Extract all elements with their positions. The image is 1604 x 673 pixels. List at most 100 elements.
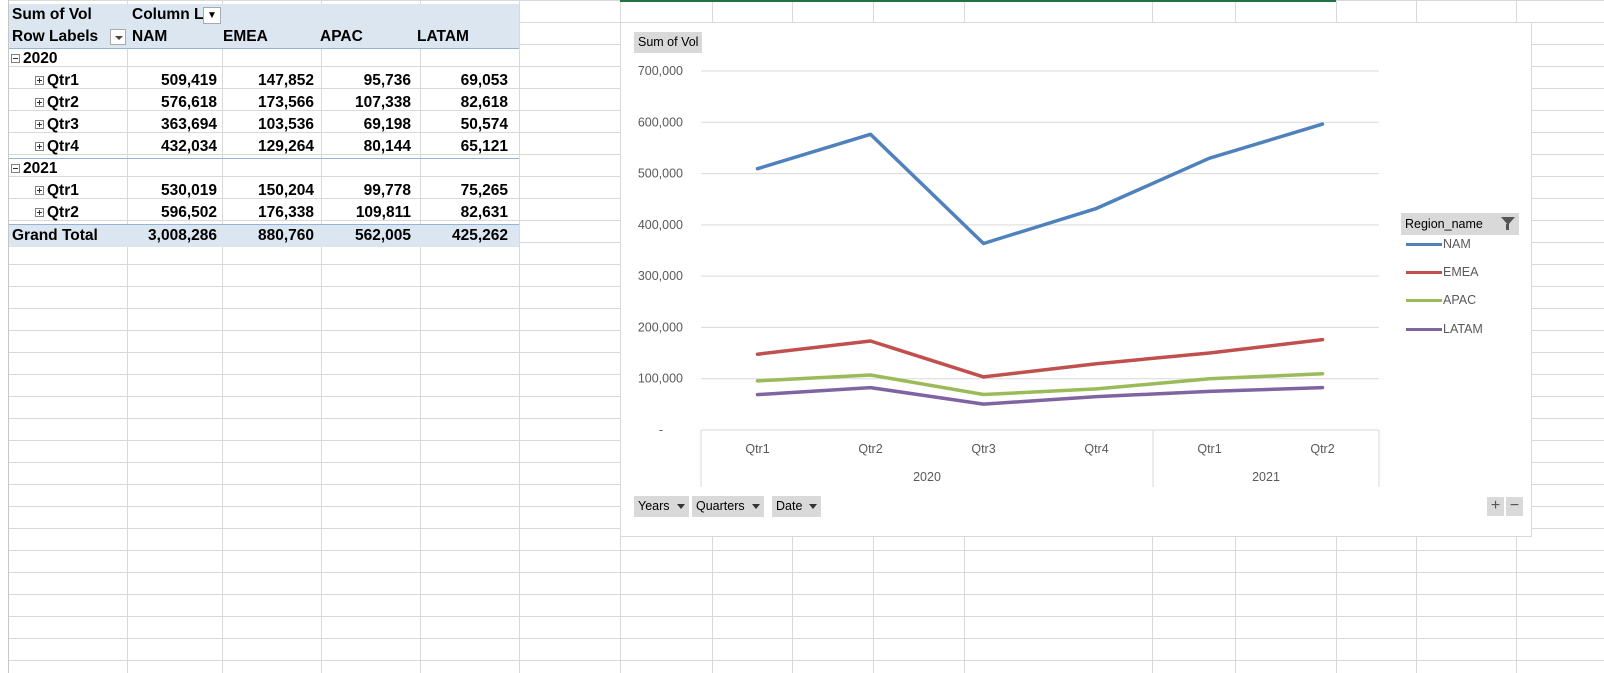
expand-icon[interactable]: [35, 142, 44, 151]
series-line-nam: [755, 122, 1325, 246]
value-cell[interactable]: 75,265: [460, 182, 508, 199]
series-line-emea: [755, 337, 1325, 379]
value-cell[interactable]: 109,811: [355, 204, 411, 221]
date-field-button[interactable]: Date: [772, 496, 822, 517]
col-header-apac[interactable]: APAC: [320, 28, 363, 45]
legend-label: EMEA: [1443, 265, 1479, 279]
legend-field-button[interactable]: Region_name: [1401, 213, 1519, 235]
grid-column-line: [222, 0, 223, 673]
y-tick-label: -: [659, 423, 663, 437]
column-labels-header[interactable]: Column L: [132, 6, 204, 23]
value-cell[interactable]: 80,144: [363, 138, 411, 155]
grand-total-row: Grand Total 3,008,286 880,760 562,005 42…: [9, 224, 519, 247]
grand-total-apac[interactable]: 562,005: [354, 227, 411, 244]
value-cell[interactable]: 363,694: [160, 116, 217, 133]
grand-total-label[interactable]: Grand Total: [12, 227, 98, 244]
value-cell[interactable]: 107,338: [354, 94, 411, 111]
y-tick-label: 400,000: [638, 218, 683, 232]
value-cell[interactable]: 432,034: [160, 138, 217, 155]
x-tick-label: Qtr1: [745, 442, 769, 456]
expand-icon[interactable]: [35, 76, 44, 85]
value-cell[interactable]: 99,778: [363, 182, 411, 199]
legend-title-label: Region_name: [1405, 217, 1483, 231]
value-cell[interactable]: 82,618: [460, 94, 508, 111]
value-cell[interactable]: 530,019: [160, 182, 217, 199]
collapse-icon[interactable]: [11, 164, 20, 173]
value-cell[interactable]: 69,198: [363, 116, 411, 133]
sum-of-vol-label[interactable]: Sum of Vol: [12, 6, 92, 23]
expand-icon[interactable]: [35, 208, 44, 217]
filter-funnel-icon[interactable]: [1501, 217, 1515, 225]
expand-icon[interactable]: [35, 98, 44, 107]
quarters-field-button[interactable]: Quarters: [692, 496, 764, 517]
row-label[interactable]: Qtr2: [47, 204, 79, 221]
value-cell[interactable]: 103,536: [257, 116, 314, 133]
row-label[interactable]: Qtr4: [47, 138, 79, 155]
col-header-emea[interactable]: EMEA: [223, 28, 268, 45]
value-cell[interactable]: 95,736: [363, 72, 411, 89]
row-label[interactable]: Qtr1: [47, 182, 79, 199]
table-row: Qtr1 530,019 150,204 99,778 75,265: [9, 180, 519, 202]
y-tick-label: 200,000: [638, 320, 683, 334]
value-cell[interactable]: 82,631: [460, 204, 508, 221]
expand-icon[interactable]: [35, 120, 44, 129]
row-labels-dropdown-icon[interactable]: [110, 29, 126, 45]
years-chip-label: Years: [638, 499, 670, 513]
chart-plot-area: - 100,000 200,000 300,000 400,000 500,000 600,…: [638, 64, 1380, 487]
years-field-button[interactable]: Years: [634, 496, 689, 517]
grand-total-emea[interactable]: 880,760: [257, 227, 314, 244]
x-tick-label: Qtr1: [1197, 442, 1221, 456]
date-chip-label: Date: [776, 499, 803, 513]
table-row: Qtr4 432,034 129,264 80,144 65,121: [9, 136, 519, 159]
row-label[interactable]: Qtr1: [47, 72, 79, 89]
expand-field-button[interactable]: +: [1487, 497, 1504, 516]
value-cell[interactable]: 173,566: [257, 94, 314, 111]
legend-swatch: [1406, 299, 1442, 302]
dropdown-arrow-icon: [676, 504, 685, 510]
value-cell[interactable]: 129,264: [257, 138, 314, 155]
legend-swatch: [1406, 271, 1442, 274]
series-line-latam: [755, 385, 1325, 406]
value-cell[interactable]: 65,121: [460, 138, 508, 155]
x-group-label: 2021: [1252, 470, 1280, 484]
value-cell[interactable]: 147,852: [257, 72, 314, 89]
value-cell[interactable]: 150,204: [257, 182, 314, 199]
legend-label: APAC: [1443, 293, 1477, 307]
grand-total-nam[interactable]: 3,008,286: [148, 227, 217, 244]
row-label[interactable]: Qtr3: [47, 116, 79, 133]
y-tick-label: 700,000: [638, 64, 683, 78]
collapse-field-button[interactable]: −: [1506, 497, 1523, 516]
collapse-icon[interactable]: [11, 54, 20, 63]
row-labels-header[interactable]: Row Labels: [12, 28, 99, 45]
value-cell[interactable]: 176,338: [257, 204, 314, 221]
quarters-chip-label: Quarters: [696, 499, 745, 513]
series-line-apac: [755, 371, 1325, 397]
sum-of-vol-field-button[interactable]: Sum of Vol: [634, 32, 703, 53]
x-tick-label: Qtr2: [1310, 442, 1334, 456]
legend-label: NAM: [1443, 237, 1471, 251]
value-cell[interactable]: 509,419: [160, 72, 217, 89]
filter-funnel-stem: [1506, 224, 1509, 230]
pivot-chart[interactable]: Sum of Vol - 100,000 200,000 300,000 400,000…: [620, 22, 1532, 537]
grid-column-line: [420, 0, 421, 673]
x-tick-label: Qtr3: [971, 442, 995, 456]
value-cell[interactable]: 69,053: [460, 72, 508, 89]
expand-icon[interactable]: [35, 186, 44, 195]
grand-total-latam[interactable]: 425,262: [451, 227, 508, 244]
column-filter-icon[interactable]: ▼: [203, 7, 221, 24]
table-row: Qtr2 576,618 173,566 107,338 82,618: [9, 92, 519, 114]
year-label[interactable]: 2021: [23, 160, 58, 177]
row-header-strip: [0, 0, 9, 673]
col-header-nam[interactable]: NAM: [132, 28, 168, 45]
year-label[interactable]: 2020: [23, 50, 58, 67]
value-cell[interactable]: 576,618: [160, 94, 217, 111]
dropdown-arrow-icon: [751, 504, 760, 510]
selected-column-indicator: [620, 0, 1336, 2]
value-cell[interactable]: 50,574: [460, 116, 508, 133]
legend-swatch: [1406, 243, 1442, 246]
col-header-latam[interactable]: LATAM: [417, 28, 469, 45]
row-label[interactable]: Qtr2: [47, 94, 79, 111]
x-tick-label: Qtr2: [858, 442, 882, 456]
value-cell[interactable]: 596,502: [160, 204, 217, 221]
dropdown-arrow-icon: [809, 504, 818, 510]
